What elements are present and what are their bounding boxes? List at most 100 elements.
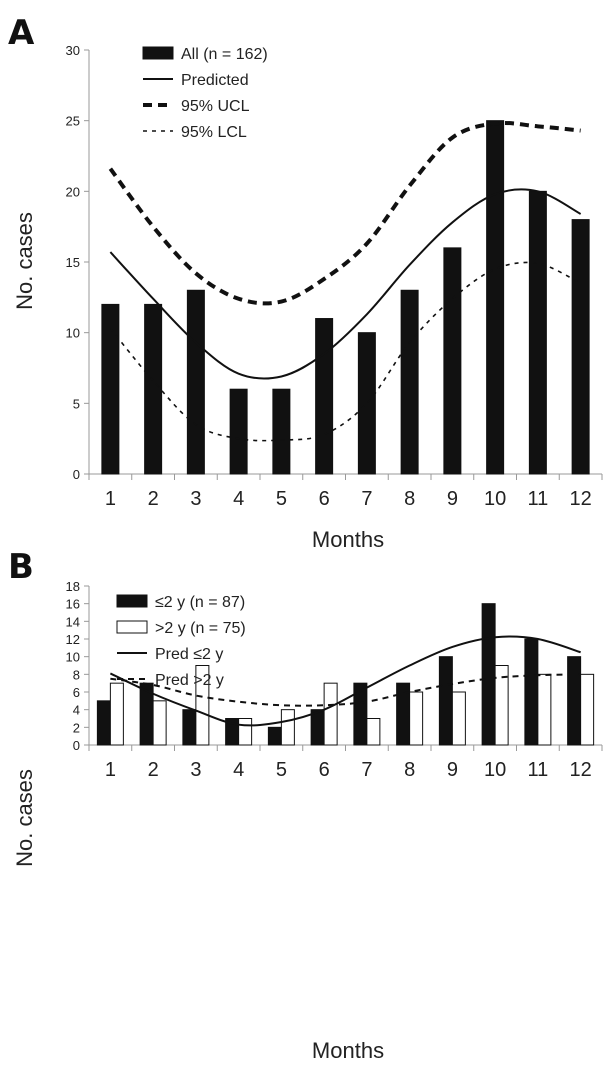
series-line xyxy=(109,188,582,380)
y-tick-label: 14 xyxy=(66,614,80,629)
bar xyxy=(528,190,547,475)
bar xyxy=(400,289,419,475)
legend-label: 95% UCL xyxy=(181,98,250,115)
legend-label: Pred ≤2 y xyxy=(155,646,223,663)
y-tick-label: 0 xyxy=(73,738,80,753)
bar xyxy=(524,638,539,746)
bar xyxy=(144,303,163,475)
x-tick-label: 4 xyxy=(233,759,244,781)
y-tick-label: 18 xyxy=(66,579,80,594)
bar xyxy=(353,682,368,746)
bar xyxy=(101,303,120,475)
y-tick-label: 10 xyxy=(66,326,80,341)
bar xyxy=(580,673,595,746)
bar xyxy=(438,656,453,746)
y-tick-label: 25 xyxy=(66,114,80,129)
legend-label: Pred >2 y xyxy=(155,672,224,689)
panel-b-xlabel: Months xyxy=(312,1038,384,1063)
y-tick-label: 8 xyxy=(73,667,80,682)
x-tick-label: 9 xyxy=(447,759,458,781)
bar xyxy=(481,603,496,746)
series-line xyxy=(109,261,581,442)
bar xyxy=(238,718,253,746)
x-tick-label: 2 xyxy=(148,488,159,510)
y-tick-label: 4 xyxy=(73,703,80,718)
y-tick-label: 5 xyxy=(73,396,80,411)
bar xyxy=(323,682,338,746)
bar xyxy=(280,709,295,746)
y-tick-label: 16 xyxy=(66,597,80,612)
legend-swatch xyxy=(116,594,148,608)
x-tick-label: 8 xyxy=(404,488,415,510)
panel-a-legend: All (n = 162) Predicted 95% UCL 95% LCL xyxy=(142,46,268,141)
bar xyxy=(315,318,334,475)
x-tick-label: 12 xyxy=(570,488,592,510)
series-line xyxy=(108,120,581,306)
x-tick-label: 11 xyxy=(527,759,548,781)
panel-b-bars xyxy=(96,603,595,746)
panel-a-letter: A xyxy=(8,13,35,53)
panel-b-ylabel: No. cases xyxy=(12,769,37,867)
bar xyxy=(152,700,167,746)
bar xyxy=(537,673,552,746)
panel-b-lines xyxy=(109,635,581,727)
x-tick-label: 1 xyxy=(105,488,116,510)
legend-label: >2 y (n = 75) xyxy=(155,620,246,637)
y-tick-label: 2 xyxy=(73,720,80,735)
panel-a-lines xyxy=(108,120,582,442)
x-tick-label: 10 xyxy=(484,759,506,781)
panel-a-xlabel: Months xyxy=(312,527,384,552)
legend-label: All (n = 162) xyxy=(181,46,268,63)
y-tick-label: 30 xyxy=(66,43,80,58)
x-tick-label: 5 xyxy=(276,488,287,510)
x-tick-label: 7 xyxy=(361,488,372,510)
x-tick-label: 7 xyxy=(361,759,372,781)
y-tick-label: 12 xyxy=(66,632,80,647)
x-tick-label: 4 xyxy=(233,488,244,510)
y-tick-label: 20 xyxy=(66,184,80,199)
bar xyxy=(409,691,424,746)
x-tick-label: 1 xyxy=(105,759,116,781)
bar xyxy=(443,247,462,475)
bar xyxy=(96,700,111,746)
y-tick-label: 15 xyxy=(66,255,80,270)
bar xyxy=(229,388,248,475)
x-tick-label: 5 xyxy=(276,759,287,781)
bar xyxy=(451,691,466,746)
x-tick-label: 10 xyxy=(484,488,506,510)
legend-label: ≤2 y (n = 87) xyxy=(155,594,245,611)
bar xyxy=(494,665,509,746)
x-tick-label: 3 xyxy=(190,488,201,510)
bar xyxy=(567,656,582,746)
x-tick-label: 6 xyxy=(319,759,330,781)
y-tick-label: 6 xyxy=(73,685,80,700)
bar xyxy=(267,726,282,746)
y-tick-label: 0 xyxy=(73,467,80,482)
bar xyxy=(366,718,381,746)
bar xyxy=(357,332,376,475)
panel-a-ylabel: No. cases xyxy=(12,212,37,310)
legend-swatch xyxy=(142,46,174,60)
x-tick-label: 6 xyxy=(319,488,330,510)
bar xyxy=(486,120,505,475)
series-line xyxy=(109,635,581,727)
y-tick-label: 10 xyxy=(66,650,80,665)
panel-b-letter: B xyxy=(8,547,34,587)
legend-swatch xyxy=(116,620,148,634)
bar xyxy=(310,709,325,746)
bar xyxy=(272,388,291,475)
bar xyxy=(571,219,590,475)
x-tick-label: 12 xyxy=(570,759,592,781)
x-tick-label: 9 xyxy=(447,488,458,510)
x-tick-label: 11 xyxy=(527,488,548,510)
panel-a-bars xyxy=(101,120,590,475)
legend-label: Predicted xyxy=(181,72,249,89)
bar xyxy=(195,665,210,746)
panel-b-legend: ≤2 y (n = 87) >2 y (n = 75) Pred ≤2 y Pred … xyxy=(116,594,246,689)
legend-label: 95% LCL xyxy=(181,124,247,141)
